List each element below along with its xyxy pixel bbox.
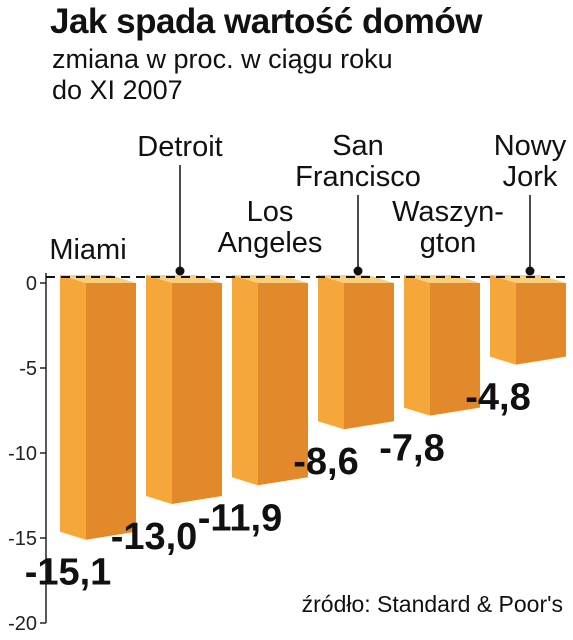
- bar-right-face: [430, 283, 480, 416]
- category-label: Miami: [49, 234, 126, 266]
- bar-right-face: [344, 283, 394, 430]
- source-note: źródło: Standard & Poor's: [301, 591, 563, 617]
- bar-left-face: [232, 275, 258, 486]
- y-tick-label: 0: [26, 273, 37, 295]
- value-label: -8,6: [293, 441, 358, 483]
- bar-top-face: [146, 275, 222, 283]
- chart-title: Jak spada wartość domów: [50, 2, 482, 41]
- y-tick-label: -20: [8, 613, 37, 635]
- bar-left-face: [404, 275, 430, 416]
- y-tick-label: -10: [8, 443, 37, 465]
- bar-top-face: [490, 275, 566, 283]
- bar-right-face: [516, 283, 566, 365]
- value-label: -13,0: [111, 516, 198, 558]
- bar-left-face: [60, 275, 86, 540]
- category-label: Los Angeles: [218, 196, 323, 259]
- bar-left-face: [318, 275, 344, 430]
- category-leader-dot: [525, 266, 535, 276]
- bar-right-face: [86, 283, 136, 540]
- y-tick-label: -15: [8, 528, 37, 550]
- bar-top-face: [232, 275, 308, 283]
- category-label: Waszyn-gton: [392, 196, 504, 259]
- category-label: Nowy Jork: [494, 130, 567, 193]
- bar-right-face: [172, 283, 222, 504]
- value-label: -15,1: [25, 552, 112, 594]
- category-label: Detroit: [137, 131, 222, 163]
- category-label: San Francisco: [295, 130, 421, 193]
- bar-right-face: [258, 283, 308, 486]
- value-label: -7,8: [379, 428, 444, 470]
- category-leader-dot: [353, 266, 363, 276]
- bar-left-face: [490, 275, 516, 365]
- value-label: -4,8: [465, 377, 530, 419]
- chart-subtitle: zmiana w proc. w ciągu roku do XI 2007: [52, 44, 393, 105]
- y-tick-label: -5: [19, 358, 37, 380]
- bar-left-face: [146, 275, 172, 504]
- category-leader-dot: [175, 266, 185, 276]
- value-label: -11,9: [198, 497, 283, 539]
